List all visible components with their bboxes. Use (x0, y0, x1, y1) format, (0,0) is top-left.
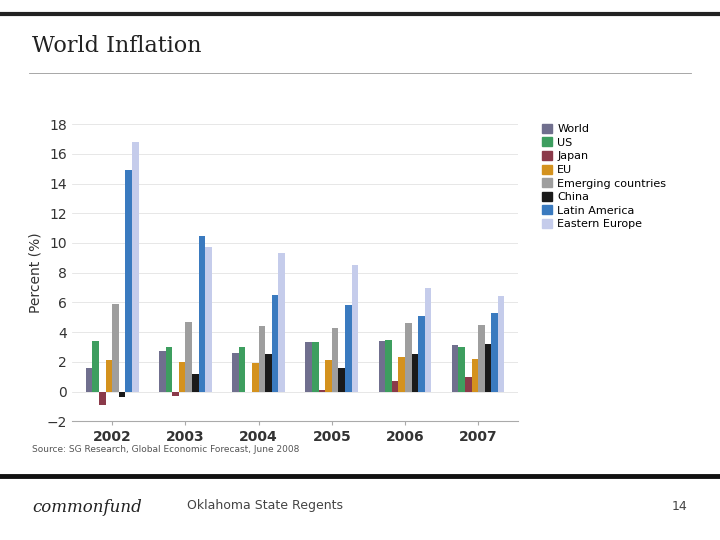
Bar (106, 360, 112, 392)
Bar (418, 316, 425, 392)
Bar (271, 295, 279, 392)
Bar (319, 390, 325, 392)
Text: Oklahoma State Regents: Oklahoma State Regents (187, 500, 343, 512)
Bar (412, 354, 418, 392)
Bar (332, 328, 338, 392)
Bar (459, 347, 465, 392)
Bar (192, 374, 199, 391)
Bar (179, 362, 186, 392)
Bar (345, 306, 351, 392)
Text: commonfund: commonfund (32, 500, 142, 516)
Bar (465, 377, 472, 392)
Bar (239, 347, 246, 392)
Text: Source: SG Research, Global Economic Forecast, June 2008: Source: SG Research, Global Economic For… (32, 446, 300, 455)
Bar (112, 304, 119, 392)
Bar (385, 340, 392, 392)
Bar (392, 381, 398, 391)
Bar (279, 253, 285, 392)
Bar (132, 142, 138, 392)
Bar (312, 342, 319, 392)
Bar (166, 347, 172, 392)
Bar (119, 392, 125, 397)
Y-axis label: Percent (%): Percent (%) (29, 232, 42, 313)
Text: 14: 14 (672, 500, 688, 512)
Bar (86, 368, 92, 392)
Bar (398, 357, 405, 392)
Bar (491, 313, 498, 392)
Bar (172, 392, 179, 396)
Bar (92, 341, 99, 392)
Bar (405, 323, 412, 391)
Bar (379, 341, 385, 392)
Bar (159, 352, 166, 392)
Text: World Inflation: World Inflation (32, 35, 202, 57)
Bar (252, 363, 258, 392)
Bar (199, 235, 205, 392)
Legend: World, US, Japan, EU, Emerging countries, China, Latin America, Eastern Europe: World, US, Japan, EU, Emerging countries… (542, 124, 667, 230)
Bar (425, 287, 431, 392)
Bar (186, 322, 192, 392)
Bar (478, 325, 485, 391)
Bar (265, 354, 271, 392)
Bar (325, 360, 332, 392)
Bar (472, 359, 478, 392)
Bar (305, 342, 312, 392)
Bar (452, 346, 459, 392)
Bar (205, 247, 212, 392)
Bar (99, 392, 106, 405)
Bar (258, 326, 265, 392)
Bar (338, 368, 345, 392)
Bar (233, 353, 239, 392)
Bar (498, 296, 505, 392)
Bar (125, 170, 132, 392)
Bar (351, 265, 358, 392)
Bar (485, 344, 491, 392)
